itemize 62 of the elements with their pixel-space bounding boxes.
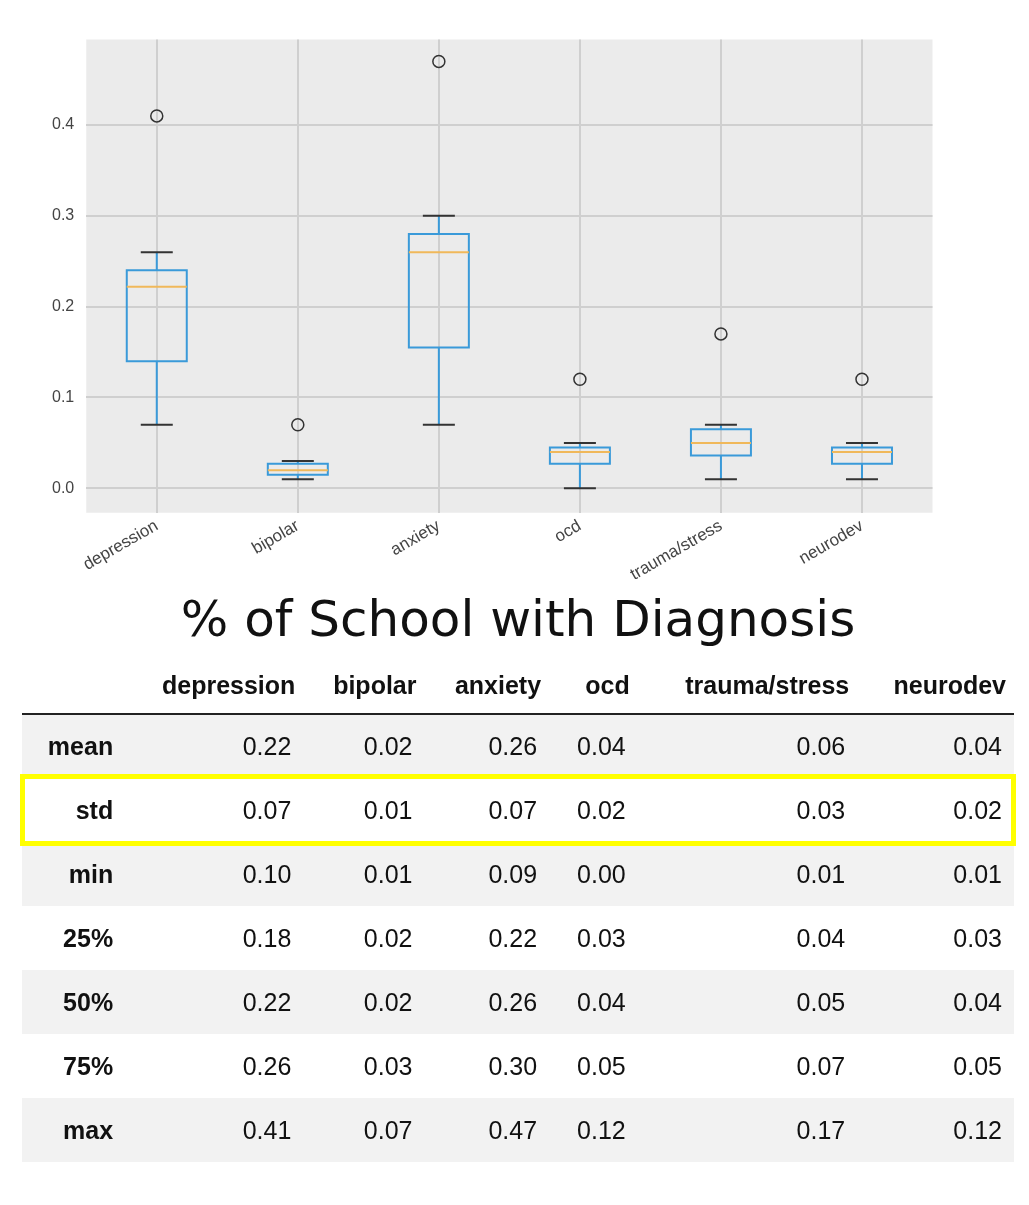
y-tick-label: std: [74, 794, 115, 826]
x-tick-label: depression: [121, 658, 304, 714]
data-label: 0.17: [795, 1114, 847, 1146]
data-label: 0.12: [576, 1114, 627, 1146]
data-label: 0.22: [241, 731, 293, 762]
data-label: 0.07: [487, 794, 539, 826]
data-label: 0.04: [795, 922, 847, 954]
x-tick-label: trauma/stress: [637, 658, 858, 714]
data-label: 0.03: [952, 922, 1003, 954]
data-label: 0.22: [487, 922, 539, 954]
y-tick-label: 0.1: [51, 387, 75, 405]
data-label: 0.05: [576, 1050, 627, 1082]
x-tick-label: ocd: [551, 515, 585, 546]
data-label: 0.30: [487, 1050, 539, 1082]
chart-title: % of School with Diagnosis: [179, 590, 857, 648]
data-label: 0.04: [576, 986, 627, 1018]
data-label: 0.02: [362, 986, 414, 1018]
data-label: 0.06: [795, 731, 847, 762]
data-label: 0.22: [241, 986, 293, 1018]
data-label: 0.41: [241, 1114, 293, 1146]
data-label: 0.07: [241, 794, 293, 826]
y-tick-label: 25%: [62, 922, 115, 954]
data-label: 0.18: [241, 922, 293, 954]
data-label: 0.09: [487, 858, 539, 890]
data-label: 0.02: [576, 794, 627, 826]
data-label: 0.26: [487, 986, 539, 1018]
data-label: 0.02: [952, 794, 1003, 826]
data-label: 0.02: [362, 731, 414, 762]
data-label: 0.47: [487, 1114, 539, 1146]
data-label: 0.26: [241, 1050, 293, 1082]
data-label: 0.00: [576, 858, 627, 890]
y-tick-label: 0.0: [51, 478, 75, 496]
data-label: 0.01: [362, 858, 414, 890]
data-label: 0.10: [241, 858, 293, 890]
x-tick-label: anxiety: [424, 658, 550, 714]
y-tick-label: 0.3: [51, 206, 75, 224]
y-tick-label: 0.2: [51, 297, 75, 315]
y-tick-label: 75%: [62, 1050, 115, 1082]
data-label: 0.01: [952, 858, 1003, 890]
data-label: 0.07: [795, 1050, 847, 1082]
y-tick-label: mean: [46, 731, 115, 762]
data-label: 0.03: [576, 922, 627, 954]
data-label: 0.01: [362, 794, 414, 826]
y-tick-label: 50%: [62, 986, 115, 1018]
data-label: 0.03: [362, 1050, 414, 1082]
data-label: 0.05: [952, 1050, 1003, 1082]
data-label: 0.04: [576, 731, 627, 762]
data-label: 0.01: [795, 858, 847, 890]
y-tick-label: max: [62, 1114, 115, 1146]
data-label: 0.26: [487, 731, 539, 762]
x-tick-label: ocd: [549, 658, 638, 714]
data-label: 0.04: [952, 986, 1003, 1018]
data-label: 0.02: [362, 922, 414, 954]
data-label: 0.12: [952, 1114, 1003, 1146]
data-label: 0.03: [795, 794, 847, 826]
y-tick-label: 0.4: [51, 115, 75, 133]
x-tick-label: neurodev: [857, 658, 1014, 714]
y-tick-label: min: [67, 858, 115, 890]
x-tick-label: bipolar: [303, 658, 425, 714]
data-label: 0.05: [795, 986, 847, 1018]
data-label: 0.07: [362, 1114, 414, 1146]
data-label: 0.04: [952, 731, 1003, 762]
